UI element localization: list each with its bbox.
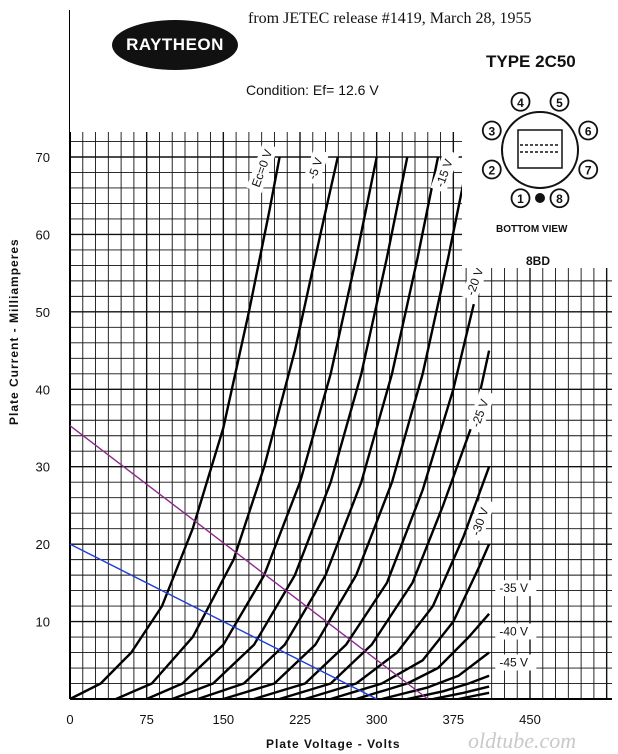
curve-label: Ec=0 V: [249, 148, 276, 189]
curve-label-bg: [246, 142, 278, 194]
y-tick-label: 40: [36, 382, 50, 397]
plate-curve: [253, 303, 475, 701]
brand-name: RAYTHEON: [126, 35, 224, 54]
base-code: 8BD: [526, 254, 551, 268]
x-tick-label: 375: [442, 712, 464, 727]
y-tick-label: 30: [36, 460, 50, 475]
plate-curve: [407, 674, 490, 701]
y-axis-title: Plate Current - Milliamperes: [7, 238, 21, 425]
load-lines: [69, 425, 429, 700]
raytheon-logo: RAYTHEON: [112, 20, 238, 70]
plate-curve: [458, 691, 490, 701]
curve-label-bg: [495, 580, 537, 597]
curve-label-bg: [430, 149, 460, 194]
plate-curve: [432, 685, 490, 701]
y-tick-label: 10: [36, 615, 50, 630]
curve-label-bg: [302, 147, 330, 186]
curve-label: -5 V: [305, 156, 326, 181]
plate-curve: [146, 156, 378, 701]
curve-label: -40 V: [499, 625, 528, 639]
plate-curve: [197, 156, 440, 701]
source-note: from JETEC release #1419, March 28, 1955: [248, 10, 532, 27]
plate-curve: [222, 156, 470, 701]
condition-text: Condition: Ef= 12.6 V: [246, 82, 379, 98]
plate-curve: [304, 466, 491, 701]
load-line: [69, 543, 377, 700]
basing-view-label: BOTTOM VIEW: [496, 224, 568, 235]
y-tick-label: 70: [36, 150, 50, 165]
x-tick-label: 150: [212, 712, 234, 727]
curve-label-bg: [495, 654, 537, 671]
plate-curve: [115, 156, 339, 701]
y-tick-label: 50: [36, 305, 50, 320]
plate-curve: [171, 156, 409, 701]
x-tick-label: 0: [66, 712, 73, 727]
plate-curves: [69, 156, 491, 701]
plate-curve: [69, 156, 281, 701]
y-tick-label: 60: [36, 227, 50, 242]
x-tick-label: 300: [366, 712, 388, 727]
x-tick-label: 75: [139, 712, 153, 727]
x-tick-label: 225: [289, 712, 311, 727]
curve-label-bg: [495, 623, 537, 640]
axis-ticks: 0 75 150 225 300 375 450 10 20 30 40 50 60 70: [36, 150, 541, 727]
x-tick-label: 450: [519, 712, 541, 727]
x-axis-title: Plate Voltage - Volts: [266, 737, 401, 751]
tube-type: TYPE 2C50: [486, 52, 576, 71]
curve-label: -35 V: [499, 581, 528, 595]
curve-label: -45 V: [499, 655, 528, 669]
plate-curve: [355, 613, 491, 701]
curve-label-bg: [466, 497, 496, 542]
y-tick-label: 20: [36, 537, 50, 552]
watermark: oldtube.com: [468, 728, 577, 753]
plate-curve: [330, 543, 491, 701]
load-line: [69, 425, 429, 700]
curve-label-bg: [461, 257, 491, 302]
curve-label-bg: [466, 389, 496, 434]
plate-curve: [381, 651, 490, 701]
